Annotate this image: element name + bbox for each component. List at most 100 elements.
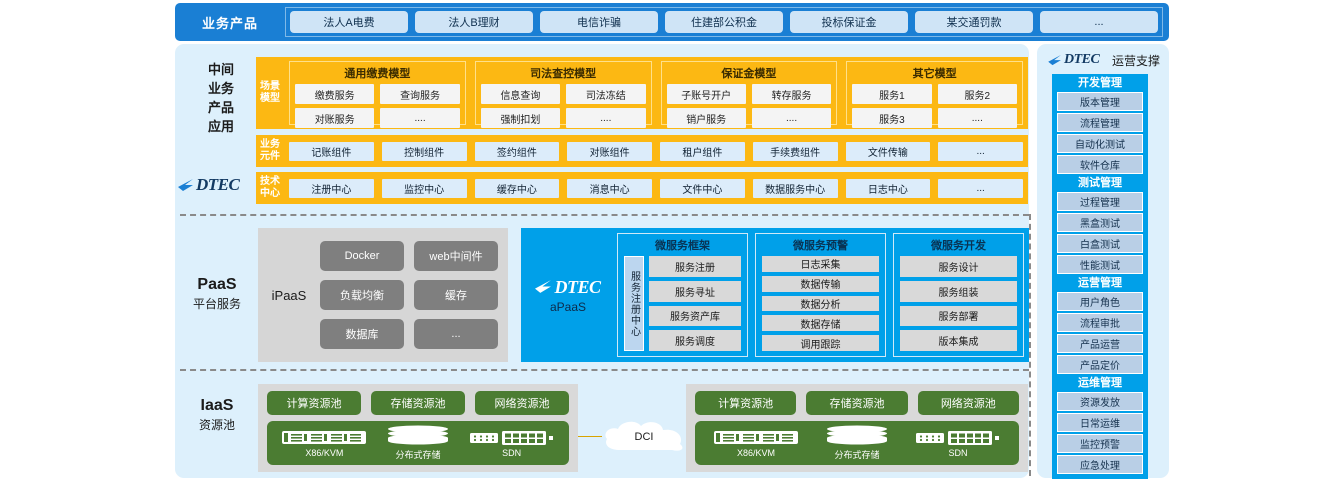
rail-item[interactable]: 产品定价 [1057, 355, 1143, 374]
microservice-item[interactable]: 服务调度 [649, 330, 741, 351]
tech-center-chip[interactable]: 消息中心 [567, 178, 652, 198]
microservice-item[interactable]: 服务组装 [900, 280, 1017, 302]
apaas-brand: DTEC aPaaS [526, 233, 610, 357]
rail-item[interactable]: 过程管理 [1057, 192, 1143, 211]
hardware-item: SDN [916, 429, 1000, 458]
model-cell[interactable]: 服务3 [852, 108, 932, 128]
ipaas-item[interactable]: ... [414, 319, 498, 349]
model-cell[interactable]: 司法冻结 [566, 84, 646, 104]
tech-center-chip[interactable]: 日志中心 [845, 178, 931, 198]
ipaas-item[interactable]: Docker [320, 241, 404, 271]
model-cell[interactable]: 缴费服务 [295, 84, 375, 104]
rail-item[interactable]: 流程管理 [1057, 113, 1143, 132]
model-group: 通用缴费模型 缴费服务 查询服务 对账服务 .... [289, 61, 466, 128]
microservice-item[interactable]: 服务设计 [900, 256, 1017, 277]
product-chip[interactable]: 法人B理财 [415, 11, 533, 33]
model-cell[interactable]: 信息查询 [480, 84, 561, 104]
microservice-items: 服务设计 服务组装 服务部署 版本集成 [900, 256, 1017, 351]
model-cell[interactable]: 销户服务 [666, 108, 746, 128]
model-cell[interactable]: 服务2 [937, 84, 1017, 104]
microservice-item[interactable]: 数据存储 [762, 315, 879, 332]
business-component-chip[interactable]: 对账组件 [567, 141, 652, 161]
resource-pool[interactable]: 网络资源池 [917, 391, 1019, 415]
tech-center-chip[interactable]: 缓存中心 [474, 178, 560, 198]
business-product-bar: 业务产品 法人A电费 法人B理财 电信诈骗 住建部公积金 投标保证金 某交通罚款… [175, 3, 1169, 41]
product-chip[interactable]: 投标保证金 [790, 11, 908, 33]
product-chip[interactable]: 某交通罚款 [915, 11, 1033, 33]
rail-item[interactable]: 应急处理 [1057, 455, 1143, 474]
resource-pool[interactable]: 存储资源池 [806, 391, 908, 415]
microservice-item[interactable]: 数据分析 [762, 295, 879, 312]
model-cell[interactable]: 转存服务 [751, 84, 832, 104]
business-component-chip[interactable]: 记账组件 [289, 141, 374, 161]
rail-item[interactable]: 黑盒测试 [1057, 213, 1143, 232]
rail-item[interactable]: 性能测试 [1057, 255, 1143, 274]
rail-item[interactable]: 软件仓库 [1057, 155, 1143, 174]
model-group-cells: 子账号开户 转存服务 销户服务 .... [666, 84, 832, 128]
tech-center-chip[interactable]: 监控中心 [381, 178, 467, 198]
scene-model-tag-line: 场景 [260, 81, 280, 92]
rail-item[interactable]: 监控预警 [1057, 434, 1143, 453]
business-component-chip[interactable]: 手续费组件 [752, 141, 838, 161]
business-component-tag-line: 元件 [260, 151, 280, 162]
rail-item[interactable]: 产品运营 [1057, 334, 1143, 353]
tech-center-chip[interactable]: 文件中心 [660, 178, 745, 198]
microservice-item[interactable]: 数据传输 [762, 275, 879, 292]
model-cell[interactable]: 查询服务 [380, 84, 460, 104]
resource-pool[interactable]: 计算资源池 [695, 391, 797, 415]
business-component-chip[interactable]: 租户组件 [660, 141, 745, 161]
ipaas-item[interactable]: 缓存 [414, 280, 498, 310]
model-cell[interactable]: .... [751, 108, 832, 128]
product-chip[interactable]: 住建部公积金 [665, 11, 783, 33]
resource-pool[interactable]: 存储资源池 [371, 391, 465, 415]
rail-item[interactable]: 日常运维 [1057, 413, 1143, 432]
scene-model-groups: 通用缴费模型 缴费服务 查询服务 对账服务 .... 司法查控模型 信息查询 司… [284, 57, 1028, 129]
model-cell[interactable]: .... [937, 108, 1017, 128]
rail-item[interactable]: 版本管理 [1057, 92, 1143, 111]
resource-pool[interactable]: 计算资源池 [267, 391, 361, 415]
business-component-chip[interactable]: 文件传输 [845, 141, 931, 161]
model-cell[interactable]: 对账服务 [295, 108, 375, 128]
rail-item[interactable]: 流程审批 [1057, 313, 1143, 332]
dci-label: DCI [634, 431, 654, 443]
microservice-item[interactable]: 日志采集 [762, 256, 879, 272]
microservice-item[interactable]: 服务寻址 [649, 280, 741, 302]
middle-layer-label-line: 应用 [207, 119, 234, 134]
microservice-item[interactable]: 服务部署 [900, 305, 1017, 327]
server-rack-icon [282, 430, 367, 444]
rail-item[interactable]: 资源发放 [1057, 392, 1143, 411]
model-cell[interactable]: .... [380, 108, 460, 128]
dtec-wordmark: DTEC [554, 276, 601, 297]
ipaas-item[interactable]: 负载均衡 [320, 280, 404, 310]
business-component-chip[interactable]: 控制组件 [381, 141, 467, 161]
product-chip[interactable]: 电信诈骗 [540, 11, 658, 33]
service-registry-center-tab[interactable]: 服务注册中心 [624, 256, 644, 351]
model-cell[interactable]: 子账号开户 [666, 84, 746, 104]
microservice-item[interactable]: 服务资产库 [649, 305, 741, 327]
rail-item[interactable]: 用户角色 [1057, 292, 1143, 311]
model-cell[interactable]: .... [566, 108, 646, 128]
tech-center-chip[interactable]: 数据服务中心 [752, 178, 838, 198]
microservice-item[interactable]: 版本集成 [900, 330, 1017, 351]
business-component-chip[interactable]: ... [938, 141, 1023, 161]
model-cell[interactable]: 强制扣划 [480, 108, 561, 128]
rail-item[interactable]: 自动化测试 [1057, 134, 1143, 153]
microservice-item[interactable]: 调用跟踪 [762, 335, 879, 351]
rail-item[interactable]: 白盒测试 [1057, 234, 1143, 253]
microservice-group: 微服务预警 日志采集 数据传输 数据分析 数据存储 调用跟踪 [755, 233, 886, 357]
ipaas-item[interactable]: 数据库 [320, 319, 404, 349]
hardware-caption: X86/KVM [305, 447, 344, 458]
product-chip[interactable]: ... [1040, 11, 1158, 33]
model-cell[interactable]: 服务1 [852, 84, 932, 104]
business-component-chip[interactable]: 签约组件 [474, 141, 560, 161]
microservice-items: 服务注册 服务寻址 服务资产库 服务调度 [649, 256, 741, 351]
divider-middle-paas [180, 214, 1029, 216]
resource-pool[interactable]: 网络资源池 [475, 391, 569, 415]
tech-center-chip[interactable]: 注册中心 [289, 178, 374, 198]
ipaas-item[interactable]: web中间件 [414, 241, 498, 271]
product-chip[interactable]: 法人A电费 [290, 11, 408, 33]
business-product-list: 法人A电费 法人B理财 电信诈骗 住建部公积金 投标保证金 某交通罚款 ... [285, 7, 1163, 37]
tech-center-chip[interactable]: ... [938, 178, 1023, 198]
dci-cloud: DCI [598, 418, 690, 456]
microservice-item[interactable]: 服务注册 [649, 256, 741, 277]
